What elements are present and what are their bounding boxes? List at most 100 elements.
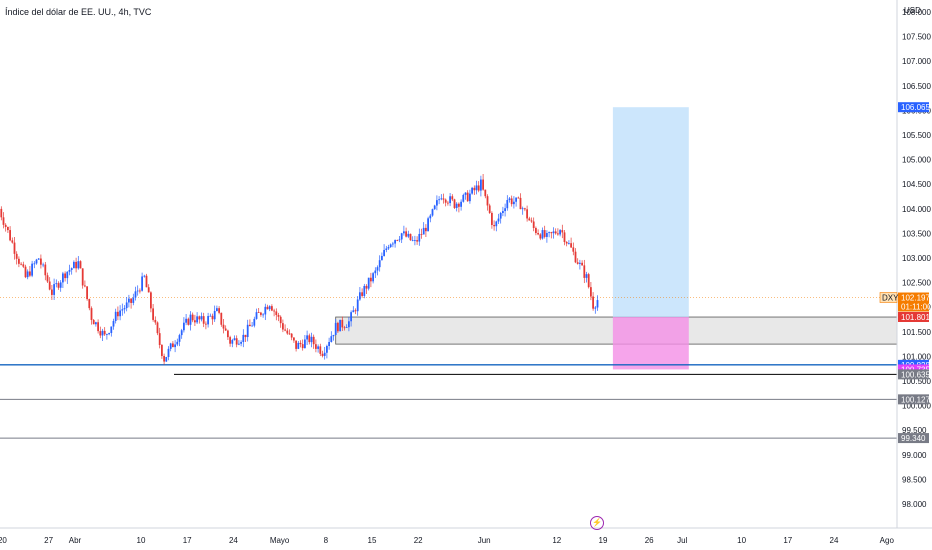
candle	[585, 271, 588, 283]
candle-body	[213, 311, 216, 320]
price-badge	[898, 433, 929, 444]
candle	[286, 328, 289, 335]
position-stop-zone[interactable]	[612, 316, 689, 370]
candle-body	[249, 324, 251, 327]
candle	[510, 195, 513, 207]
candle-body	[121, 309, 124, 311]
candle-body	[145, 275, 148, 288]
price-tick-label: 104.000	[902, 205, 931, 214]
currency-label: USD	[904, 6, 921, 15]
candle-body	[35, 259, 38, 264]
candle-body	[451, 196, 454, 200]
candle-body	[84, 285, 86, 287]
bar-countdown-text: 01:11:00	[901, 303, 932, 312]
candle	[469, 189, 471, 204]
time-tick-label: Mayo	[270, 536, 290, 545]
candle	[590, 281, 592, 301]
candle-body	[86, 286, 88, 300]
candle	[471, 186, 473, 195]
candle	[257, 308, 260, 313]
candle	[51, 285, 53, 300]
candle	[163, 353, 165, 365]
position-target-zone[interactable]	[612, 107, 689, 317]
lightning-icon[interactable]: ⚡	[590, 516, 604, 530]
price-tick-label: 100.500	[902, 377, 931, 386]
candle	[550, 231, 553, 239]
candle	[537, 229, 539, 236]
candle-body	[352, 310, 355, 313]
candle	[308, 333, 311, 345]
candle	[158, 327, 161, 349]
candle-body	[139, 290, 141, 292]
candle	[565, 241, 568, 247]
candle-body	[392, 243, 394, 245]
time-axis[interactable]: 20 27 Abr 10 17 24 Mayo 8 15 22 Jun 12 19 26 Jul 10 17 24…	[0, 527, 932, 545]
candle	[356, 296, 359, 316]
candle-body	[200, 316, 203, 320]
candle-body	[222, 324, 225, 329]
symbol-tag[interactable]	[879, 292, 898, 303]
candle-body	[220, 312, 223, 325]
candle	[152, 304, 154, 322]
candle-body	[33, 263, 36, 265]
candle	[543, 225, 546, 239]
candle	[191, 312, 194, 323]
candle	[323, 346, 326, 360]
candle	[433, 204, 436, 210]
candle-body	[163, 355, 165, 362]
candle-body	[332, 334, 335, 337]
candle	[40, 254, 42, 269]
candle-body	[429, 215, 432, 219]
candle-body	[46, 275, 49, 282]
candle-body	[460, 201, 462, 207]
candle-body	[565, 242, 568, 244]
candle-body	[235, 338, 238, 345]
candle	[86, 286, 88, 301]
candle	[277, 312, 280, 322]
candle	[227, 329, 229, 340]
candle	[451, 194, 454, 202]
candle-body	[29, 271, 31, 276]
candle-body	[40, 258, 42, 265]
candle	[499, 211, 502, 224]
candle	[372, 271, 374, 284]
candle-body	[363, 285, 366, 296]
candle-body	[356, 299, 359, 312]
candle-body	[389, 244, 392, 248]
candle	[114, 308, 117, 324]
candle	[312, 334, 315, 349]
price-tick-label: 99.000	[902, 451, 927, 460]
candle	[132, 293, 135, 306]
candle-body	[271, 306, 273, 311]
candle-body	[482, 179, 484, 190]
price-labels: 106.065102.19701:11:00101.801100.828100.…	[879, 102, 932, 444]
candle	[504, 203, 506, 217]
candle	[59, 280, 62, 292]
candle	[35, 258, 38, 265]
candle	[202, 312, 205, 328]
candle	[165, 356, 168, 362]
candle-body	[275, 311, 278, 316]
drawing-layer	[335, 107, 898, 370]
candle-body	[158, 333, 161, 345]
time-tick-label: 19	[599, 536, 608, 545]
price-axis[interactable]: 108.000107.500107.000106.500106.000105.5…	[896, 0, 931, 528]
candle-body	[301, 344, 304, 349]
candle-body	[334, 322, 337, 335]
candle-body	[350, 312, 352, 322]
candle	[528, 216, 531, 221]
candle-body	[466, 192, 469, 202]
candle	[361, 288, 363, 298]
candle-body	[361, 292, 363, 296]
candle	[4, 223, 7, 232]
candle-body	[385, 248, 388, 250]
candle	[497, 213, 500, 224]
candle-body	[499, 213, 502, 219]
candle	[66, 271, 69, 284]
candle	[301, 339, 304, 351]
candle-body	[11, 240, 14, 243]
candle	[106, 333, 108, 340]
candle	[447, 200, 449, 206]
candle	[455, 202, 458, 212]
